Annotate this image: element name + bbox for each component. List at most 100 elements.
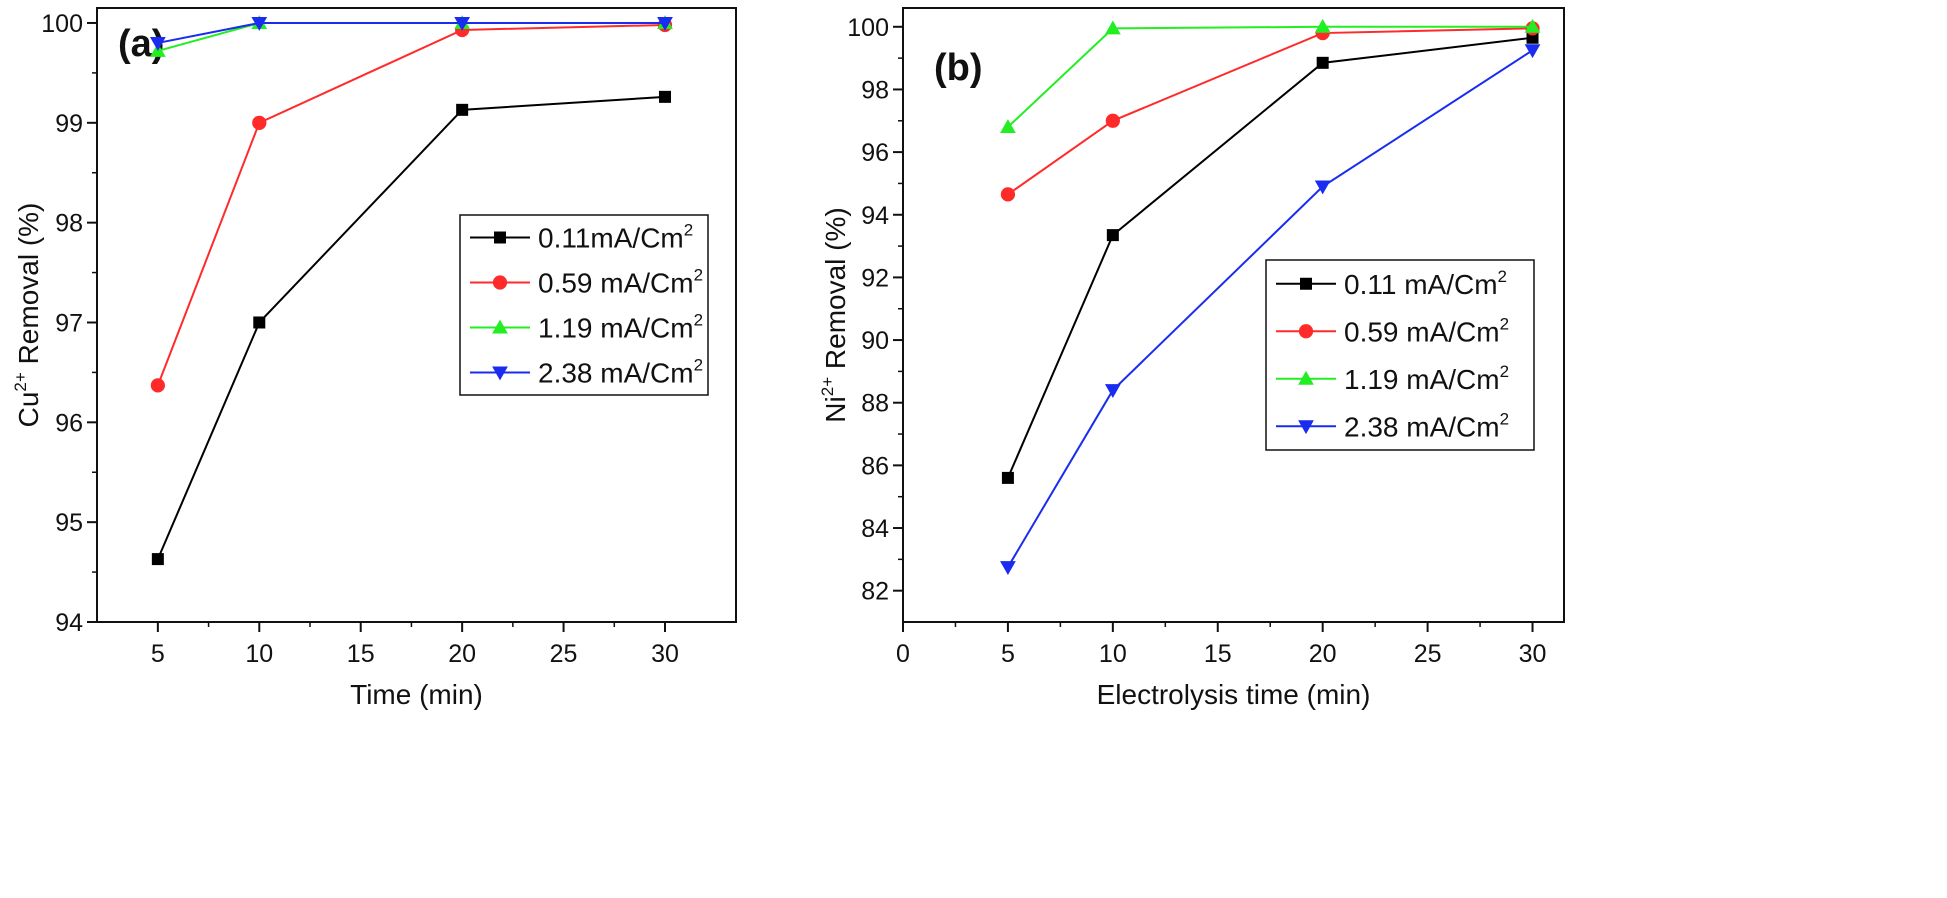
legend-label: 0.11mA/Cm2 [538,221,693,254]
legend-box [1265,259,1535,451]
legend-label-sup: 2 [694,266,703,285]
y-tick-label: 100 [847,14,889,42]
legend-label: 0.59 mA/Cm2 [538,266,703,299]
data-point [252,115,267,130]
y-axis-title: Cu2+ Removal (%) [11,203,44,428]
legend-item: 0.11mA/Cm2 [470,221,693,254]
legend-item: 0.59 mA/Cm2 [470,266,703,299]
data-point [1105,113,1120,128]
series-4 [1000,44,1541,576]
legend-label-sup: 2 [1500,314,1509,333]
y-tick-label: 94 [55,609,83,637]
data-point [1000,187,1016,202]
legend-label: 2.38 mA/Cm2 [1344,409,1509,442]
legend-swatch-marker [1300,277,1312,290]
legend-label-text: 0.11 mA/Cm [1344,269,1498,300]
series-3 [1000,18,1541,134]
x-tick-label: 15 [347,640,375,668]
legend-label-sup: 2 [694,311,703,330]
series-line [1007,49,1534,568]
data-point [1316,56,1329,69]
data-point [1104,20,1121,35]
y-tick-label: 92 [861,264,889,292]
data-point [149,36,166,51]
y-axis-title: Ni2+ Removal (%) [818,207,851,422]
legend-item: 1.19 mA/Cm2 [1276,362,1509,395]
legend-label: 1.19 mA/Cm2 [1344,362,1509,395]
series-3 [149,15,673,57]
series-line [1007,36,1533,479]
data-point [657,16,673,31]
y-axis-title-sup: 2+ [11,372,30,391]
y-tick-label: 94 [861,202,889,230]
x-tick-label: 5 [1001,640,1015,668]
legend-label-text: 1.19 mA/Cm [1344,364,1500,395]
legend-swatch-marker [1298,370,1314,385]
data-point [1000,561,1016,576]
data-point [1001,471,1014,484]
data-point [151,553,164,566]
legend-label-text: 2.38 mA/Cm [538,358,694,389]
legend-swatch-marker [492,275,508,290]
legend-label-sup: 2 [1500,362,1509,381]
y-tick-label: 96 [861,139,889,167]
data-point [659,90,671,103]
legend-label: 2.38 mA/Cm2 [538,356,703,389]
legend-item: 0.11 mA/Cm2 [1276,267,1507,300]
x-tick-label: 15 [1204,640,1232,668]
legend-label-sup: 2 [694,356,703,375]
data-point [1314,18,1331,33]
series-2 [1000,21,1540,202]
legend-label-sup: 2 [684,221,693,240]
legend-item: 2.38 mA/Cm2 [1276,409,1509,442]
y-axis-title-sup: 2+ [818,377,837,396]
legend-label-text: 0.59 mA/Cm [1344,316,1500,347]
legend-item: 0.59 mA/Cm2 [1276,314,1509,347]
series-1 [1001,31,1539,484]
legend-label: 0.59 mA/Cm2 [1344,314,1509,347]
y-tick-label: 96 [55,409,83,437]
x-tick-label: 30 [651,640,679,668]
chart-panel-b: 0 5 10 15 20 25 30 82 84 86 88 90 92 94 96 98 100 Electro… [818,7,1565,710]
plot-frame [96,7,737,623]
legend-swatch-marker [1298,324,1314,339]
legend-label: 1.19 mA/Cm2 [538,311,703,344]
legend-swatch-marker [492,319,508,334]
x-tick-label: 10 [245,640,273,668]
data-point [1524,44,1541,59]
y-tick-label: 90 [861,327,889,355]
y-axis-title-prefix: Cu [13,392,44,428]
legend-label-text: 1.19 mA/Cm [538,313,694,344]
series-line [156,23,666,386]
data-point [1314,180,1331,195]
data-point [454,16,471,31]
x-tick-label: 0 [896,640,910,668]
data-point [456,103,469,116]
y-axis-title-suffix: Removal (%) [820,207,851,377]
y-tick-label: 86 [861,452,889,480]
series-line [1007,27,1533,196]
y-tick-label: 100 [41,10,83,38]
legend-label-text: 0.59 mA/Cm [538,268,694,299]
x-tick-label: 30 [1519,640,1547,668]
legend-swatch-marker [1298,420,1314,435]
x-tick-label: 25 [550,640,578,668]
legend-swatch-marker [492,366,508,381]
y-tick-label: 98 [55,210,83,238]
legend-label-sup: 2 [1500,409,1509,428]
plot-frame [902,7,1565,623]
data-point [251,16,268,31]
legend-label-text: 2.38 mA/Cm [1344,411,1500,442]
x-tick-label: 20 [1309,640,1337,668]
x-tick-label: 20 [448,640,476,668]
y-tick-label: 99 [55,110,83,138]
y-tick-label: 98 [861,76,889,104]
x-tick-label: 10 [1099,640,1127,668]
x-tick-label: 25 [1414,640,1442,668]
legend-label-sup: 2 [1498,267,1507,286]
series-line [1007,25,1533,128]
